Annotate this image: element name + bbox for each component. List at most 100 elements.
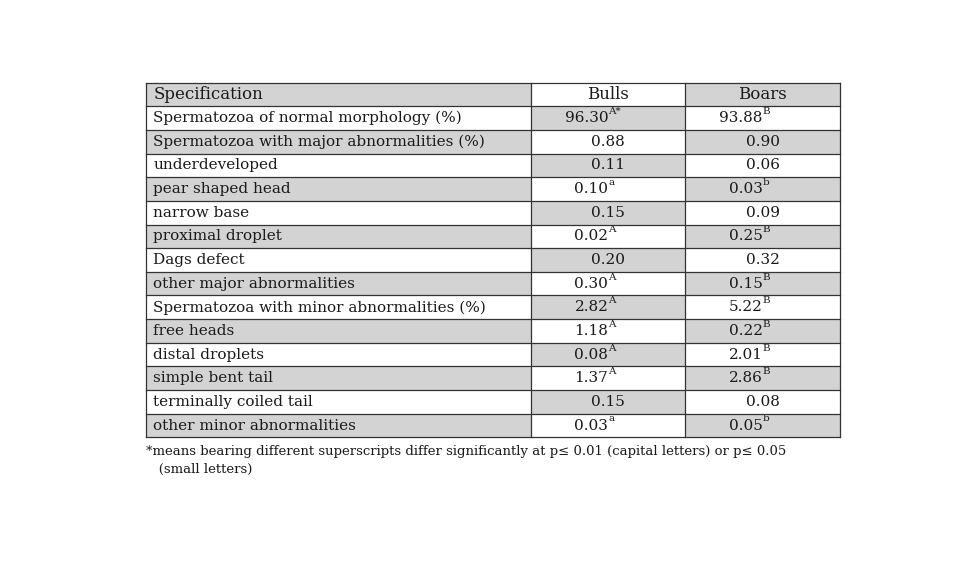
Bar	[531, 106, 685, 130]
Text: pear shaped head: pear shaped head	[154, 182, 291, 196]
Text: 0.06: 0.06	[746, 158, 780, 173]
Text: 0.11: 0.11	[591, 158, 625, 173]
Bar	[685, 343, 840, 366]
Text: 0.15: 0.15	[591, 395, 625, 409]
Bar	[531, 366, 685, 390]
Text: 1.37: 1.37	[575, 371, 609, 386]
Bar	[531, 153, 685, 177]
Text: a: a	[609, 178, 614, 187]
Bar	[146, 319, 531, 343]
Text: 0.20: 0.20	[591, 253, 625, 267]
Bar	[685, 319, 840, 343]
Text: 5.22: 5.22	[729, 300, 763, 314]
Bar	[146, 390, 531, 414]
Text: B: B	[763, 367, 771, 376]
Bar	[531, 343, 685, 366]
Text: 1.18: 1.18	[574, 324, 609, 338]
Bar	[531, 201, 685, 225]
Text: 0.15: 0.15	[591, 206, 625, 220]
Bar	[531, 225, 685, 248]
Text: distal droplets: distal droplets	[154, 348, 265, 361]
Text: 0.30: 0.30	[574, 277, 609, 291]
Text: Spermatozoa with major abnormalities (%): Spermatozoa with major abnormalities (%)	[154, 134, 486, 149]
Bar	[685, 366, 840, 390]
Text: 0.90: 0.90	[746, 135, 780, 149]
Text: free heads: free heads	[154, 324, 235, 338]
Text: 0.02: 0.02	[574, 229, 609, 243]
Text: A: A	[609, 320, 616, 329]
Text: 93.88: 93.88	[719, 111, 763, 125]
Text: 0.25: 0.25	[729, 229, 763, 243]
Text: 0.03: 0.03	[574, 419, 609, 433]
Bar	[685, 272, 840, 296]
Bar	[146, 225, 531, 248]
Text: A: A	[609, 273, 616, 282]
Text: 0.05: 0.05	[729, 419, 763, 433]
Text: Spermatozoa with minor abnormalities (%): Spermatozoa with minor abnormalities (%)	[154, 300, 487, 315]
Text: other minor abnormalities: other minor abnormalities	[154, 419, 356, 433]
Bar	[146, 153, 531, 177]
Bar	[531, 390, 685, 414]
Bar	[531, 414, 685, 437]
Bar	[685, 130, 840, 153]
Text: A*: A*	[609, 107, 621, 116]
Bar	[685, 225, 840, 248]
Text: Boars: Boars	[738, 86, 787, 103]
Bar	[531, 177, 685, 201]
Text: 2.01: 2.01	[729, 348, 763, 361]
Bar	[531, 296, 685, 319]
Text: a: a	[609, 415, 614, 424]
Text: B: B	[763, 296, 771, 305]
Text: Dags defect: Dags defect	[154, 253, 245, 267]
Text: 0.08: 0.08	[574, 348, 609, 361]
Text: other major abnormalities: other major abnormalities	[154, 277, 355, 291]
Bar	[685, 153, 840, 177]
Text: B: B	[763, 107, 771, 116]
Bar	[146, 83, 531, 106]
Text: B: B	[763, 273, 771, 282]
Text: 96.30: 96.30	[564, 111, 609, 125]
Bar	[685, 248, 840, 272]
Text: proximal droplet: proximal droplet	[154, 229, 282, 243]
Bar	[146, 414, 531, 437]
Text: B: B	[763, 343, 771, 352]
Bar	[146, 177, 531, 201]
Text: 0.15: 0.15	[729, 277, 763, 291]
Bar	[685, 414, 840, 437]
Bar	[685, 83, 840, 106]
Text: Specification: Specification	[154, 86, 263, 103]
Bar	[531, 272, 685, 296]
Bar	[146, 248, 531, 272]
Text: A: A	[609, 367, 616, 376]
Bar	[146, 130, 531, 153]
Text: 2.82: 2.82	[574, 300, 609, 314]
Bar	[531, 130, 685, 153]
Bar	[146, 343, 531, 366]
Text: *means bearing different superscripts differ significantly at p≤ 0.01 (capital l: *means bearing different superscripts di…	[146, 445, 786, 458]
Text: Bulls: Bulls	[588, 86, 630, 103]
Bar	[146, 366, 531, 390]
Text: simple bent tail: simple bent tail	[154, 371, 274, 386]
Text: 0.03: 0.03	[729, 182, 763, 196]
Bar	[531, 83, 685, 106]
Text: 0.10: 0.10	[574, 182, 609, 196]
Text: 0.88: 0.88	[591, 135, 625, 149]
Bar	[146, 272, 531, 296]
Text: B: B	[763, 320, 771, 329]
Bar	[146, 106, 531, 130]
Text: A: A	[609, 225, 616, 234]
Text: 2.86: 2.86	[729, 371, 763, 386]
Text: narrow base: narrow base	[154, 206, 250, 220]
Bar	[685, 296, 840, 319]
Text: A: A	[609, 296, 616, 305]
Bar	[531, 248, 685, 272]
Text: b: b	[763, 178, 770, 187]
Text: b: b	[763, 415, 770, 424]
Bar	[146, 201, 531, 225]
Text: underdeveloped: underdeveloped	[154, 158, 278, 173]
Bar	[685, 201, 840, 225]
Text: 0.09: 0.09	[746, 206, 780, 220]
Text: (small letters): (small letters)	[146, 464, 252, 477]
Text: B: B	[763, 225, 771, 234]
Bar	[685, 390, 840, 414]
